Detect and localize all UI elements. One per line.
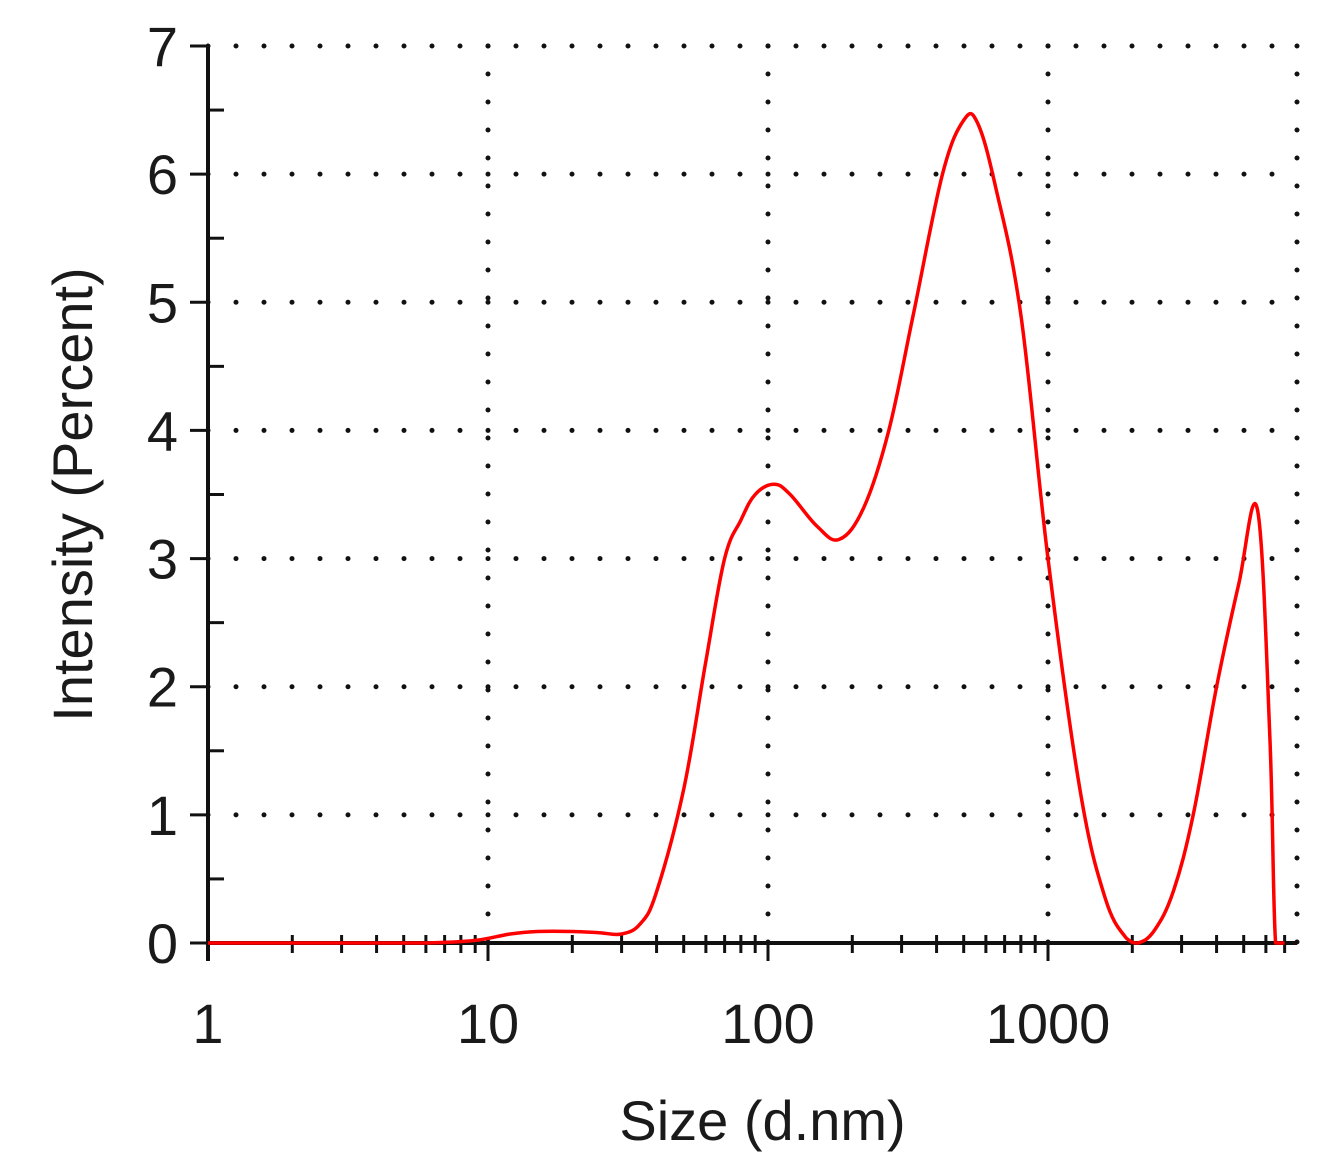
- axes: [206, 46, 1297, 961]
- y-tick-label-3: 3: [147, 528, 178, 591]
- grid-lines: [205, 43, 1300, 946]
- x-tick-labels: 1 10 100 1000: [192, 992, 1110, 1055]
- y-tick-labels: 0 1 2 3 4 5 6 7: [147, 15, 178, 975]
- x-tick-label-2: 100: [721, 992, 814, 1055]
- x-tick-label-3: 1000: [986, 992, 1111, 1055]
- y-tick-label-5: 5: [147, 271, 178, 334]
- y-tick-label-7: 7: [147, 15, 178, 78]
- y-tick-label-1: 1: [147, 784, 178, 847]
- x-axis-title: Size (d.nm): [619, 1089, 905, 1152]
- y-tick-label-2: 2: [147, 656, 178, 719]
- y-axis-title: Intensity (Percent): [41, 267, 104, 721]
- x-tick-label-1: 10: [457, 992, 519, 1055]
- y-tick-label-4: 4: [147, 399, 178, 462]
- y-tick-label-0: 0: [147, 912, 178, 975]
- y-tick-label-6: 6: [147, 143, 178, 206]
- minor-ticks: [190, 44, 1287, 961]
- intensity-series-line: [207, 111, 1285, 945]
- x-tick-label-0: 1: [192, 992, 223, 1055]
